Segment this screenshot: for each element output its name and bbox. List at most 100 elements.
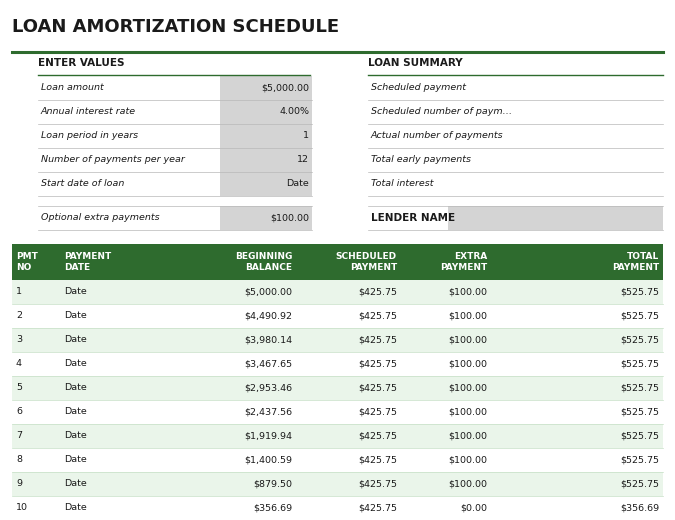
Text: 9: 9 xyxy=(16,479,22,488)
Text: $425.75: $425.75 xyxy=(358,288,397,296)
Text: Date: Date xyxy=(64,384,87,393)
Text: $100.00: $100.00 xyxy=(448,288,487,296)
Text: $5,000.00: $5,000.00 xyxy=(261,84,309,93)
Text: $100.00: $100.00 xyxy=(448,432,487,440)
Text: $425.75: $425.75 xyxy=(358,408,397,417)
Bar xyxy=(12,304,663,328)
Text: Scheduled number of paym…: Scheduled number of paym… xyxy=(371,108,512,116)
Text: Date: Date xyxy=(64,408,87,417)
Text: $525.75: $525.75 xyxy=(620,479,659,488)
Text: $525.75: $525.75 xyxy=(620,311,659,320)
Text: 5: 5 xyxy=(16,384,22,393)
Text: $2,953.46: $2,953.46 xyxy=(244,384,292,393)
Bar xyxy=(220,124,312,148)
Bar xyxy=(12,496,663,520)
Text: $100.00: $100.00 xyxy=(448,335,487,344)
Text: $525.75: $525.75 xyxy=(620,335,659,344)
Text: Date: Date xyxy=(64,288,87,296)
Text: Annual interest rate: Annual interest rate xyxy=(41,108,136,116)
Text: $356.69: $356.69 xyxy=(253,503,292,513)
Text: $2,437.56: $2,437.56 xyxy=(244,408,292,417)
Text: $425.75: $425.75 xyxy=(358,384,397,393)
Text: 6: 6 xyxy=(16,408,22,417)
Bar xyxy=(12,424,663,448)
Text: TOTAL
PAYMENT: TOTAL PAYMENT xyxy=(612,252,659,272)
Text: Date: Date xyxy=(64,503,87,513)
Text: Total early payments: Total early payments xyxy=(371,155,471,164)
Text: BEGINNING
BALANCE: BEGINNING BALANCE xyxy=(235,252,292,272)
Text: LOAN AMORTIZATION SCHEDULE: LOAN AMORTIZATION SCHEDULE xyxy=(12,18,339,36)
Text: LENDER NAME: LENDER NAME xyxy=(371,213,455,223)
Text: Date: Date xyxy=(64,311,87,320)
Text: Date: Date xyxy=(64,335,87,344)
Text: 1: 1 xyxy=(303,132,309,140)
Bar xyxy=(220,172,312,196)
Text: $100.00: $100.00 xyxy=(448,311,487,320)
Text: PAYMENT
DATE: PAYMENT DATE xyxy=(64,252,111,272)
Text: Date: Date xyxy=(64,432,87,440)
Text: $0.00: $0.00 xyxy=(460,503,487,513)
Bar xyxy=(12,280,663,304)
Text: Date: Date xyxy=(286,179,309,188)
Text: $425.75: $425.75 xyxy=(358,359,397,369)
Text: $100.00: $100.00 xyxy=(448,359,487,369)
Text: $100.00: $100.00 xyxy=(270,214,309,223)
Text: $100.00: $100.00 xyxy=(448,408,487,417)
Text: Total interest: Total interest xyxy=(371,179,433,188)
Text: Date: Date xyxy=(64,479,87,488)
Text: $525.75: $525.75 xyxy=(620,408,659,417)
Bar xyxy=(220,206,312,230)
Text: LOAN SUMMARY: LOAN SUMMARY xyxy=(368,58,462,68)
Text: $1,400.59: $1,400.59 xyxy=(244,456,292,464)
Text: Number of payments per year: Number of payments per year xyxy=(41,155,185,164)
Text: Scheduled payment: Scheduled payment xyxy=(371,84,466,93)
Text: Loan period in years: Loan period in years xyxy=(41,132,138,140)
Text: 4: 4 xyxy=(16,359,22,369)
Bar xyxy=(220,148,312,172)
Text: $100.00: $100.00 xyxy=(448,384,487,393)
Text: $525.75: $525.75 xyxy=(620,432,659,440)
Text: $425.75: $425.75 xyxy=(358,456,397,464)
Bar xyxy=(220,76,312,100)
Text: Loan amount: Loan amount xyxy=(41,84,104,93)
Text: 12: 12 xyxy=(297,155,309,164)
Text: 7: 7 xyxy=(16,432,22,440)
Text: ENTER VALUES: ENTER VALUES xyxy=(38,58,124,68)
Text: $356.69: $356.69 xyxy=(620,503,659,513)
Bar xyxy=(12,352,663,376)
Text: $879.50: $879.50 xyxy=(253,479,292,488)
Bar xyxy=(12,448,663,472)
Text: $5,000.00: $5,000.00 xyxy=(244,288,292,296)
Text: Start date of loan: Start date of loan xyxy=(41,179,124,188)
Bar xyxy=(12,400,663,424)
Text: $100.00: $100.00 xyxy=(448,456,487,464)
Text: $4,490.92: $4,490.92 xyxy=(244,311,292,320)
Text: EXTRA
PAYMENT: EXTRA PAYMENT xyxy=(439,252,487,272)
Text: $3,980.14: $3,980.14 xyxy=(244,335,292,344)
Text: $525.75: $525.75 xyxy=(620,359,659,369)
Text: $425.75: $425.75 xyxy=(358,311,397,320)
Text: 1: 1 xyxy=(16,288,22,296)
Bar xyxy=(12,244,663,280)
Text: $100.00: $100.00 xyxy=(448,479,487,488)
Text: Date: Date xyxy=(64,456,87,464)
Text: $525.75: $525.75 xyxy=(620,384,659,393)
Text: Optional extra payments: Optional extra payments xyxy=(41,214,159,223)
Text: $425.75: $425.75 xyxy=(358,432,397,440)
Text: SCHEDULED
PAYMENT: SCHEDULED PAYMENT xyxy=(336,252,397,272)
Text: $525.75: $525.75 xyxy=(620,288,659,296)
Bar xyxy=(12,328,663,352)
Text: 2: 2 xyxy=(16,311,22,320)
Text: 10: 10 xyxy=(16,503,28,513)
Text: Actual number of payments: Actual number of payments xyxy=(371,132,504,140)
Text: 8: 8 xyxy=(16,456,22,464)
Text: $425.75: $425.75 xyxy=(358,503,397,513)
Bar xyxy=(448,206,663,230)
Text: Date: Date xyxy=(64,359,87,369)
Text: PMT
NO: PMT NO xyxy=(16,252,38,272)
Text: $3,467.65: $3,467.65 xyxy=(244,359,292,369)
Bar xyxy=(220,100,312,124)
Text: $525.75: $525.75 xyxy=(620,456,659,464)
Text: $425.75: $425.75 xyxy=(358,335,397,344)
Bar xyxy=(12,472,663,496)
